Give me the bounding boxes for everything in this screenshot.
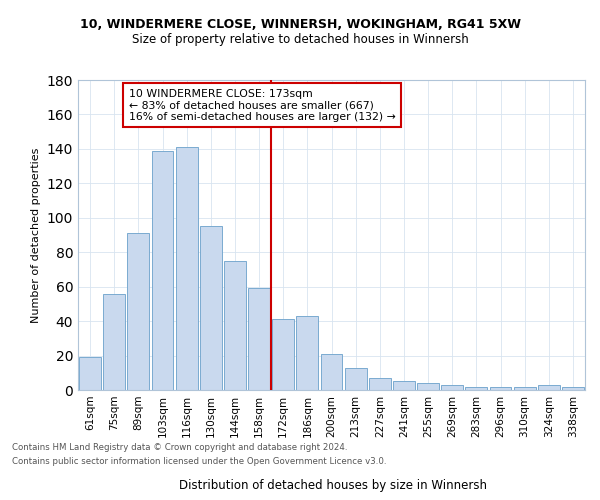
Bar bbox=[538, 385, 560, 390]
Bar bbox=[393, 382, 415, 390]
Y-axis label: Number of detached properties: Number of detached properties bbox=[31, 148, 41, 322]
Bar bbox=[490, 386, 511, 390]
Bar bbox=[320, 354, 343, 390]
Text: Size of property relative to detached houses in Winnersh: Size of property relative to detached ho… bbox=[131, 32, 469, 46]
Bar bbox=[562, 386, 584, 390]
Text: 10 WINDERMERE CLOSE: 173sqm
← 83% of detached houses are smaller (667)
16% of se: 10 WINDERMERE CLOSE: 173sqm ← 83% of det… bbox=[128, 88, 395, 122]
Bar bbox=[248, 288, 270, 390]
Bar bbox=[296, 316, 318, 390]
Bar bbox=[200, 226, 221, 390]
Bar bbox=[176, 147, 197, 390]
Text: Distribution of detached houses by size in Winnersh: Distribution of detached houses by size … bbox=[179, 480, 487, 492]
Bar bbox=[369, 378, 391, 390]
Bar bbox=[345, 368, 367, 390]
Bar bbox=[514, 386, 536, 390]
Bar bbox=[79, 358, 101, 390]
Bar bbox=[152, 150, 173, 390]
Text: Contains public sector information licensed under the Open Government Licence v3: Contains public sector information licen… bbox=[12, 457, 386, 466]
Bar bbox=[466, 386, 487, 390]
Text: Contains HM Land Registry data © Crown copyright and database right 2024.: Contains HM Land Registry data © Crown c… bbox=[12, 444, 347, 452]
Bar bbox=[127, 234, 149, 390]
Bar bbox=[103, 294, 125, 390]
Bar bbox=[417, 383, 439, 390]
Text: 10, WINDERMERE CLOSE, WINNERSH, WOKINGHAM, RG41 5XW: 10, WINDERMERE CLOSE, WINNERSH, WOKINGHA… bbox=[79, 18, 521, 30]
Bar bbox=[442, 385, 463, 390]
Bar bbox=[272, 320, 294, 390]
Bar bbox=[224, 261, 246, 390]
